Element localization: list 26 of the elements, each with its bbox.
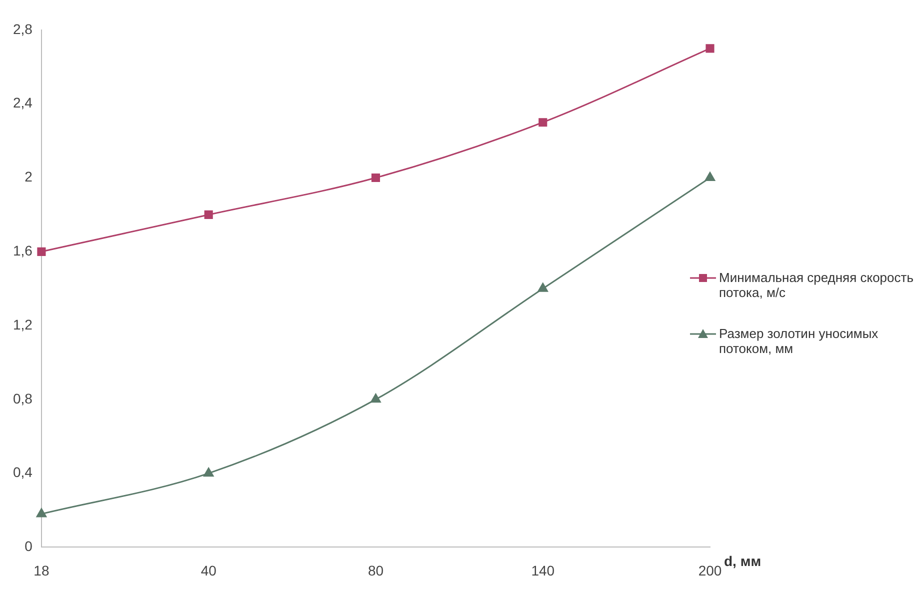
- point: [538, 282, 548, 292]
- point: [370, 394, 381, 403]
- point: [706, 44, 714, 53]
- y-tick-label: 0,4: [12, 464, 33, 480]
- legend-label: Размер золотин уносимых потоком, мм: [719, 326, 880, 356]
- legend-label: Минимальная средняя скорость потока, м/с: [719, 270, 914, 300]
- point: [36, 508, 47, 518]
- y-tick-label: 2,8: [12, 20, 33, 37]
- y-tick-label: 0: [24, 538, 33, 554]
- point: [371, 173, 380, 182]
- point: [204, 210, 213, 219]
- y-tick-label: 1,2: [12, 316, 33, 332]
- x-tick-label: 140: [531, 562, 555, 578]
- y-tick-label: 2: [24, 168, 33, 185]
- y-tick-label: 0,8: [12, 390, 33, 406]
- x-tick-label: 18: [34, 562, 50, 578]
- point: [704, 172, 716, 182]
- point: [204, 468, 214, 477]
- point: [538, 118, 548, 127]
- x-tick-label: 40: [200, 562, 217, 578]
- x-axis-title: d, мм: [724, 553, 762, 570]
- y-tick-label: 1,6: [12, 242, 33, 259]
- x-tick-label: 200: [698, 562, 722, 578]
- point: [37, 247, 46, 256]
- x-tick-label: 80: [368, 562, 384, 578]
- y-tick-label: 2,4: [12, 94, 33, 111]
